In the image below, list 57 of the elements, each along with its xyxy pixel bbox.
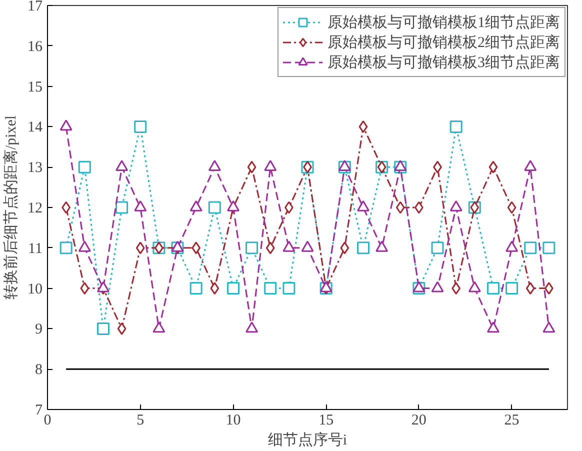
y-tick-label: 15 xyxy=(28,79,42,96)
x-tick-label: 0 xyxy=(44,412,52,428)
point xyxy=(136,242,145,254)
point xyxy=(78,160,91,174)
point xyxy=(340,242,350,254)
point xyxy=(431,242,444,254)
point xyxy=(507,201,516,214)
point xyxy=(190,282,202,295)
point xyxy=(247,160,256,174)
point xyxy=(542,242,556,254)
y-tick-label: 16 xyxy=(28,38,43,55)
point xyxy=(226,282,240,295)
y-tick-label: 10 xyxy=(28,281,42,298)
point xyxy=(80,282,90,295)
point xyxy=(282,282,296,295)
point xyxy=(60,242,72,254)
point xyxy=(116,160,128,172)
x-axis-title: 细节点序号i xyxy=(268,432,348,448)
point xyxy=(208,160,221,172)
x-tick-label: 20 xyxy=(411,412,426,428)
y-tick-label: 8 xyxy=(35,362,42,378)
point xyxy=(358,120,368,133)
y-axis-title: 转换前后细节点的距离/pixel xyxy=(2,115,20,300)
y-tick-label: 12 xyxy=(28,200,42,216)
point xyxy=(210,282,220,295)
point xyxy=(117,322,126,335)
point xyxy=(116,201,128,214)
y-tick-label: 17 xyxy=(28,0,43,14)
legend-label: 原始模板与可撤销模板2细节点距离 xyxy=(328,33,560,52)
point xyxy=(134,120,147,133)
point xyxy=(246,242,258,254)
point xyxy=(266,242,275,254)
point xyxy=(264,160,277,172)
point xyxy=(488,160,498,174)
point xyxy=(96,322,110,335)
legend-label: 原始模板与可撤销模板1细节点距离 xyxy=(328,13,560,32)
x-tick-label: 5 xyxy=(136,412,144,428)
legend-label: 原始模板与可撤销模板3细节点距离 xyxy=(328,53,560,72)
point xyxy=(506,282,518,295)
point xyxy=(208,201,221,214)
point xyxy=(450,120,462,133)
point xyxy=(264,282,277,295)
y-tick-label: 11 xyxy=(28,240,43,257)
point xyxy=(524,242,537,254)
point xyxy=(396,201,405,214)
x-tick-label: 25 xyxy=(504,412,520,428)
x-tick-label: 15 xyxy=(318,412,334,428)
y-tick-label: 7 xyxy=(35,402,43,418)
point xyxy=(60,120,72,131)
y-tick-label: 14 xyxy=(28,120,43,136)
point xyxy=(524,160,537,172)
point xyxy=(356,242,370,254)
y-tick-label: 9 xyxy=(35,322,42,338)
x-tick-label: 10 xyxy=(226,412,241,428)
point xyxy=(486,282,500,295)
y-tick-label: 13 xyxy=(28,160,42,176)
point xyxy=(526,282,535,295)
